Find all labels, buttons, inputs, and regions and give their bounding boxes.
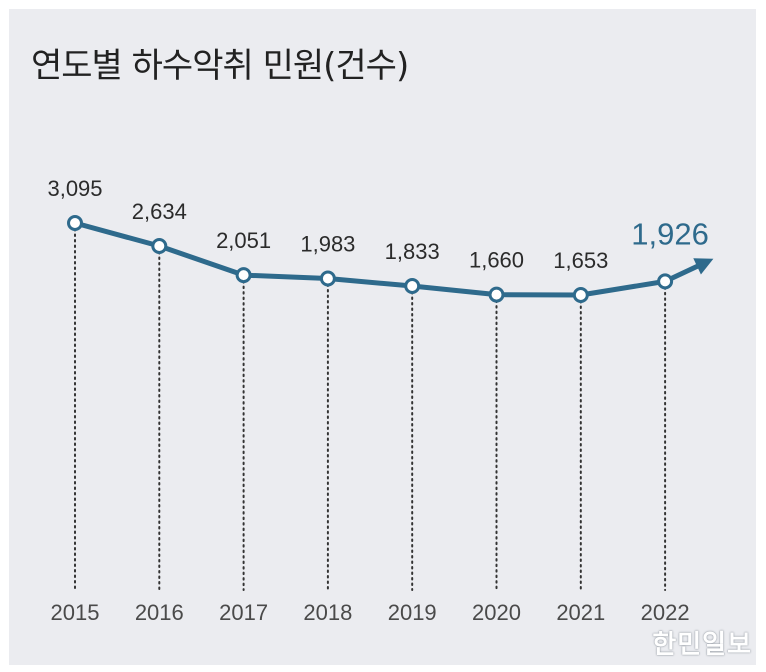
x-tick-label-2022: 2022 [641, 600, 690, 625]
publisher-logo: 한민일보 [652, 630, 752, 660]
chart-panel [9, 9, 756, 665]
data-label-2021: 1,653 [553, 248, 608, 273]
data-label-2018: 1,983 [300, 232, 355, 257]
trend-arrow-head [693, 258, 714, 275]
x-tick-label-2020: 2020 [472, 600, 521, 625]
data-label-2015: 3,095 [47, 176, 102, 201]
data-point-2018 [319, 270, 336, 287]
data-point-2017 [235, 267, 252, 284]
data-point-2015 [67, 215, 83, 231]
data-label-2019: 1,833 [385, 239, 440, 264]
x-tick-label-2015: 2015 [51, 600, 100, 625]
x-tick-label-2016: 2016 [135, 600, 184, 625]
data-label-2017: 2,051 [216, 228, 271, 253]
series-line [72, 220, 668, 298]
data-label-2016: 2,634 [132, 199, 187, 224]
data-point-2016 [151, 238, 168, 255]
chart-title: 연도별 하수악취 민원(건수) [31, 46, 409, 86]
x-tick-label-2021: 2021 [556, 600, 605, 625]
x-tick-label-2019: 2019 [388, 600, 437, 625]
x-tick-label-2018: 2018 [303, 600, 352, 625]
data-point-2022 [657, 273, 674, 290]
data-label-2020: 1,660 [469, 248, 524, 273]
x-tick-label-2017: 2017 [219, 600, 268, 625]
data-point-2020 [488, 286, 505, 303]
data-label-2022: 1,926 [631, 216, 709, 251]
data-point-2021 [572, 287, 589, 303]
data-point-2019 [404, 278, 421, 295]
